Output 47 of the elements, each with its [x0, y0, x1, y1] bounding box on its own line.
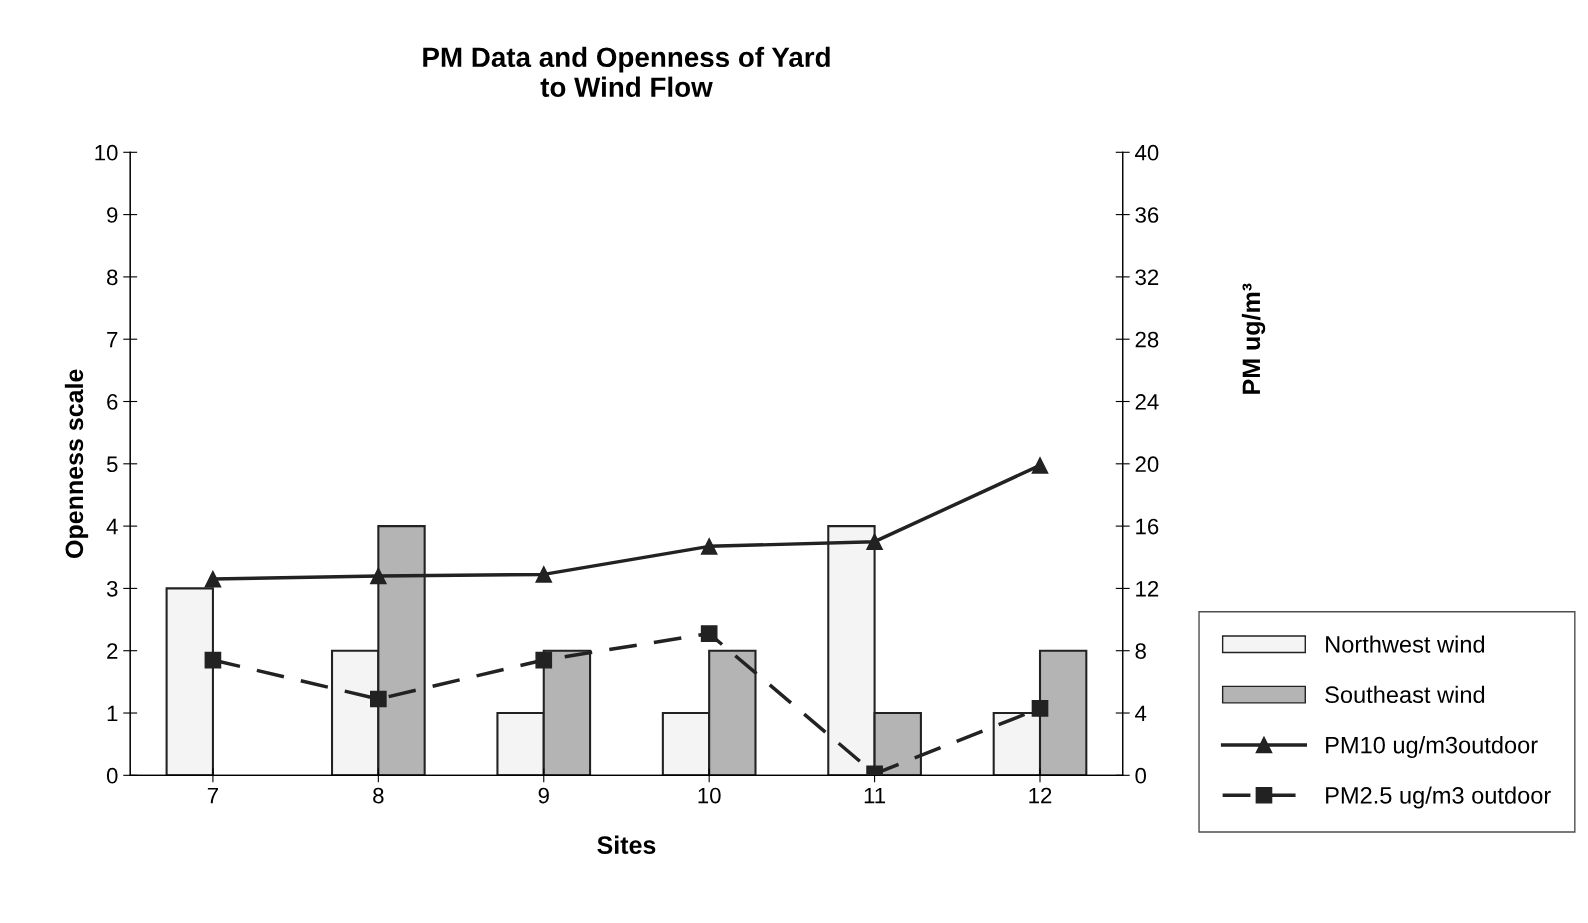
y2-tick-label: 24	[1135, 394, 1159, 410]
point	[535, 651, 553, 669]
point	[1031, 457, 1049, 474]
y-tick-label: 1	[107, 705, 118, 722]
point	[535, 566, 553, 583]
y-tick-label: 8	[107, 269, 118, 286]
y-tick-label: 9	[107, 207, 118, 223]
y-tick-label: 4	[106, 518, 118, 535]
point	[204, 570, 222, 588]
x-tick-label: 8	[373, 787, 384, 804]
y-tick-label: 5	[106, 456, 118, 473]
x-tick-label: 9	[538, 787, 549, 804]
y2-tick-label: 0	[1135, 767, 1147, 784]
y2-tick-label: 32	[1135, 269, 1159, 286]
y2-tick-label: 20	[1135, 456, 1159, 473]
x-tick-label: 12	[1029, 787, 1052, 804]
y2-tick-label: 36	[1135, 207, 1159, 223]
x-tick-label: 10	[698, 787, 721, 804]
y-tick-label: 10	[95, 144, 118, 161]
legend-label: PM10 ug/m3outdoor	[1326, 736, 1538, 759]
y-tick-label: 3	[106, 580, 118, 597]
y-axis-title: Openness scale	[64, 369, 89, 558]
legend-label: PM2.5 ug/m3 outdoor	[1326, 786, 1551, 809]
y2-tick-label: 12	[1136, 580, 1159, 597]
point	[1031, 700, 1049, 717]
point	[204, 651, 222, 669]
y-tick-label: 6	[107, 394, 118, 410]
legend-label: Northwest wind	[1326, 635, 1485, 653]
y2-axis-title: PM ug/m³	[1241, 283, 1266, 394]
legend-label: Southeast wind	[1325, 685, 1485, 704]
y2-tick-label: 4	[1135, 705, 1147, 722]
y2-tick-label: 40	[1135, 144, 1159, 161]
y-tick-label: 0	[106, 767, 118, 784]
x-tick-label: 7	[207, 787, 218, 804]
y-tick-label: 2	[107, 643, 118, 659]
point	[700, 538, 718, 555]
y2-tick-label: 8	[1135, 643, 1146, 659]
x-tick-label: 11	[864, 787, 886, 804]
y2-tick-label: 28	[1135, 331, 1159, 348]
chart-title: PM Data and Openness of Yard to Wind Flow	[423, 46, 830, 98]
point	[370, 567, 387, 585]
y2-tick-label: 16	[1136, 518, 1159, 535]
y-tick-label: 7	[107, 331, 118, 348]
point	[700, 625, 718, 642]
point	[370, 690, 387, 708]
point	[866, 533, 883, 551]
x-axis-title: Sites	[597, 835, 656, 854]
